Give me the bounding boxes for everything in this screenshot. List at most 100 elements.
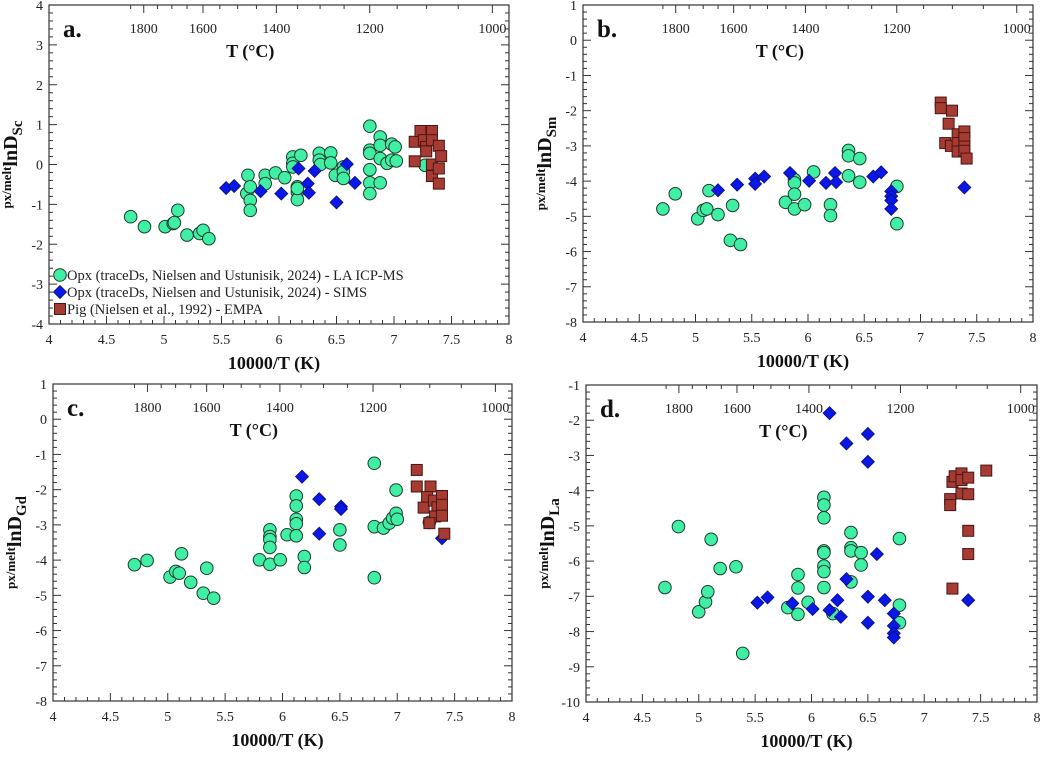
top-tick-label: 1400	[266, 401, 294, 416]
data-point-diamond	[227, 178, 242, 194]
data-point-diamond	[884, 201, 899, 217]
top-tick-label: 1400	[262, 22, 290, 37]
top-axis-title: T (°C)	[230, 420, 278, 441]
y-axis-title: px/meltlnDSm	[533, 116, 560, 210]
data-point-circle	[787, 187, 802, 201]
data-point-circle	[363, 119, 377, 134]
data-point-circle	[289, 517, 304, 531]
y-tick-label: -9	[568, 661, 580, 676]
data-point-square	[423, 517, 436, 530]
y-axis-title: px/meltlnDLa	[536, 498, 563, 589]
y-tick-label: -8	[568, 626, 580, 641]
y-axis-subscript: Sm	[544, 116, 560, 137]
x-tick-label: 4	[46, 333, 53, 348]
data-point-square	[944, 499, 957, 512]
y-tick-label: 1	[36, 119, 43, 134]
y-tick-label: -7	[565, 281, 577, 296]
top-tick-label: 1000	[1007, 402, 1035, 417]
data-point-diamond	[329, 195, 344, 210]
data-point-square	[946, 104, 958, 117]
data-point-diamond	[839, 572, 854, 587]
y-tick-label: 0	[570, 34, 577, 49]
y-tick-label: -6	[568, 555, 580, 570]
x-tick-label: 5.5	[213, 333, 231, 348]
x-axis-title: 10000/T (K)	[231, 730, 323, 751]
x-tick-label: 8	[1030, 331, 1037, 346]
data-point-circle	[367, 456, 382, 471]
y-axis-prefix: px/melt	[0, 166, 14, 209]
data-point-diamond	[874, 165, 889, 180]
y-tick-label: -4	[35, 554, 47, 569]
data-point-diamond	[860, 426, 875, 442]
x-tick-label: 7.5	[972, 711, 990, 726]
y-axis-subscript: La	[547, 498, 563, 516]
data-point-diamond	[860, 454, 875, 469]
y-tick-label: -8	[35, 695, 47, 710]
series-sims	[750, 406, 976, 645]
y-axis-title: px/meltlnDGd	[3, 495, 30, 589]
y-axis-main: lnD	[537, 516, 559, 547]
data-point-circle	[389, 483, 403, 497]
data-point-diamond	[860, 589, 875, 604]
top-axis-title: T (°C)	[759, 421, 807, 442]
data-point-square	[420, 145, 433, 158]
data-point-circle	[174, 546, 189, 561]
data-point-square	[432, 162, 445, 175]
data-point-diamond	[312, 526, 327, 541]
y-tick-label: 1	[40, 378, 47, 393]
top-axis-title: T (°C)	[226, 41, 274, 62]
x-tick-label: 4	[50, 710, 57, 725]
data-point-square	[432, 177, 445, 190]
data-point-circle	[137, 219, 152, 234]
series-sims	[219, 157, 362, 210]
data-point-circle	[735, 646, 750, 661]
data-point-square	[408, 155, 421, 168]
top-tick-label: 1000	[478, 22, 506, 37]
x-tick-label: 6.5	[331, 710, 349, 725]
data-point-circle	[890, 216, 904, 231]
data-point-diamond	[802, 173, 817, 188]
y-tick-label: -2	[568, 414, 580, 429]
data-point-circle	[823, 208, 838, 223]
top-axis-title: T (°C)	[756, 41, 804, 62]
y-tick-label: -10	[561, 696, 580, 711]
data-point-diamond	[830, 593, 845, 608]
top-tick-label: 1000	[1003, 22, 1031, 37]
y-tick-label: -2	[565, 105, 577, 120]
data-point-circle	[713, 561, 727, 576]
data-point-circle	[854, 558, 868, 572]
data-point-diamond	[294, 469, 310, 484]
data-point-square	[962, 524, 975, 537]
series-lacp	[658, 490, 907, 661]
x-tick-label: 4.5	[634, 711, 652, 726]
data-point-circle	[297, 560, 312, 575]
data-point-diamond	[750, 595, 765, 610]
y-tick-label: 0	[40, 413, 47, 428]
y-tick-label: -5	[565, 210, 577, 225]
y-tick-label: -1	[565, 69, 577, 84]
data-point-circle	[711, 207, 725, 222]
top-tick-label: 1200	[886, 402, 914, 417]
top-tick-label: 1800	[662, 22, 690, 37]
data-point-diamond	[710, 183, 726, 198]
x-tick-label: 8	[506, 333, 513, 348]
data-point-circle	[668, 186, 683, 201]
x-tick-label: 7.5	[446, 710, 464, 725]
panel-letter: c.	[67, 395, 84, 422]
top-tick-label: 1600	[720, 22, 748, 37]
y-axis-prefix: px/melt	[536, 546, 551, 589]
data-point-circle	[691, 605, 706, 619]
data-point-circle	[336, 171, 351, 186]
x-tick-label: 5	[161, 333, 168, 348]
data-point-circle	[700, 584, 715, 599]
y-tick-label: -1	[31, 198, 43, 213]
y-tick-label: -8	[565, 316, 577, 331]
data-point-square	[436, 509, 449, 522]
data-point-circle	[791, 581, 805, 595]
legend-marker-circle	[53, 268, 67, 282]
data-point-diamond	[347, 175, 362, 190]
data-point-circle	[704, 532, 718, 547]
data-point-circle	[241, 168, 255, 183]
y-tick-label: -3	[565, 140, 577, 155]
